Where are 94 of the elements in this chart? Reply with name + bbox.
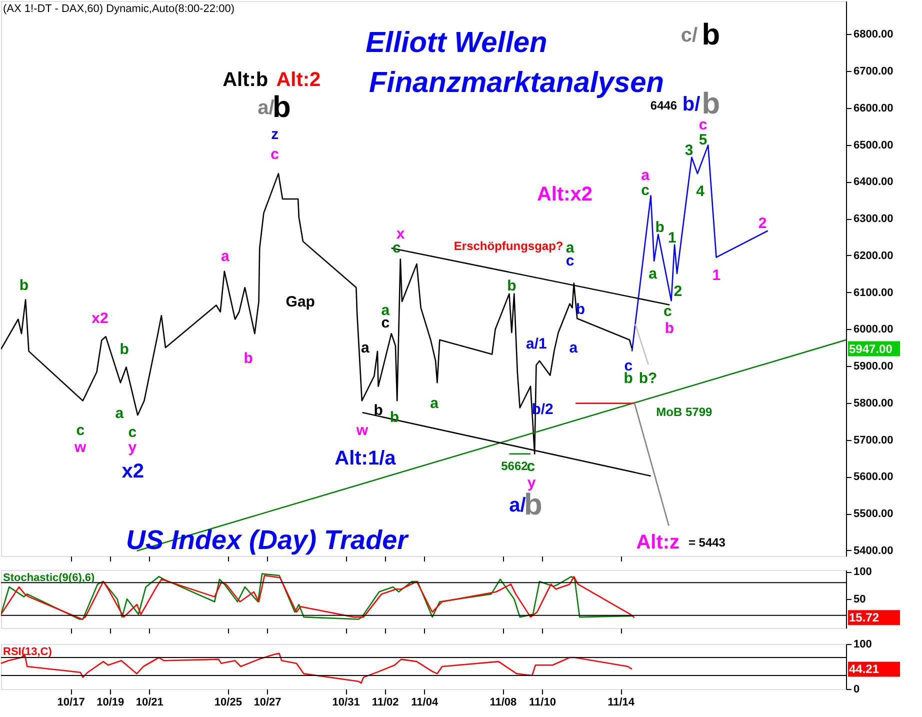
annotation: 5 [698, 131, 708, 148]
annotation: b [507, 277, 516, 294]
annotation: Alt:2 [276, 68, 321, 91]
y-tick-label: 6200.00 [854, 250, 894, 262]
annotation: a [115, 404, 124, 422]
x-tick-label: 10/25 [214, 696, 242, 708]
y-tick-label: 6300.00 [854, 213, 894, 226]
annotation: a [641, 166, 650, 184]
y-tick-label: 5400.00 [854, 544, 894, 557]
annotation: c [526, 458, 536, 476]
annotation: y [527, 474, 536, 492]
annotation: (AX 1!-DT - DAX,60) Dynamic,Auto(8:00-22:00) [3, 3, 234, 15]
y-tick-label: 5600.00 [854, 471, 894, 484]
y-tick-label: 6800.00 [854, 28, 894, 41]
y-tick-label: 6600.00 [854, 102, 894, 114]
annotation: a [569, 339, 578, 356]
annotation: 6446 [650, 98, 678, 113]
y-tick-label: 6500.00 [854, 139, 894, 152]
annotation: b [244, 350, 253, 367]
y-tick-label: 5900.00 [854, 360, 894, 373]
annotation: a/ [258, 97, 275, 120]
y-tick-label: 100 [854, 566, 872, 578]
annotation: Erschöpfungsgap? [454, 239, 564, 254]
annotation: a [430, 394, 440, 412]
annotation: b/ [682, 93, 701, 116]
y-tick-label: 6700.00 [854, 66, 894, 78]
annotation: a [361, 339, 370, 356]
text: 15.72 [849, 610, 880, 625]
annotation: 1 [668, 230, 676, 247]
y-tick-label: 6400.00 [854, 176, 894, 188]
x-tick-label: 10/19 [96, 696, 124, 708]
y-tick-label: 50 [854, 594, 866, 606]
annotation: b [272, 91, 291, 124]
annotation: c [270, 146, 280, 163]
x-tick-label: 11/04 [411, 696, 439, 708]
annotation: Alt:1/a [334, 447, 397, 470]
annotation: a [648, 265, 658, 282]
text: Finanzmarktanalysen [369, 67, 664, 99]
x-tick-label: 11/14 [608, 696, 636, 708]
annotation: b [19, 276, 29, 294]
annotation: c [641, 182, 650, 200]
x-tick-label: 11/08 [490, 696, 517, 708]
chart-title: Stochastic(9(6),6) [3, 572, 96, 584]
x-tick-label: 10/17 [57, 696, 85, 708]
annotation: c [76, 422, 85, 439]
annotation: b [664, 320, 674, 338]
annotation: Gap [286, 294, 315, 311]
annotation: 2 [674, 282, 682, 300]
annotation: US Index (Day) Trader [126, 525, 410, 555]
annotation: w [355, 422, 368, 439]
x-tick-label: 10/27 [254, 696, 282, 708]
annotation: a/ [509, 494, 526, 517]
annotation: x2 [122, 460, 144, 483]
y-tick-label: 5700.00 [854, 434, 894, 446]
annotation: 4 [696, 183, 706, 200]
annotation: = 5443 [688, 536, 726, 550]
annotation: c [128, 424, 137, 441]
x-tick-label: 11/10 [529, 696, 556, 708]
x-tick-label: 10/21 [136, 696, 164, 708]
annotation: w [74, 439, 87, 456]
annotation: a/1 [526, 335, 547, 352]
annotation: c [664, 302, 672, 320]
annotation: b [655, 219, 664, 236]
y-tick-label: 0 [854, 684, 860, 696]
text: Elliott Wellen [366, 27, 548, 59]
annotation: z [271, 126, 279, 143]
annotation: b [702, 18, 720, 52]
y-tick-label: 100 [854, 638, 872, 650]
annotation: b? [638, 370, 658, 387]
y-tick-label: 5500.00 [854, 508, 894, 520]
annotation: b [374, 402, 383, 419]
annotation: MoB 5799 [656, 404, 712, 419]
y-tick-label: 5800.00 [854, 397, 894, 410]
annotation: Alt:b [222, 68, 268, 91]
y-tick-label: 6100.00 [854, 286, 894, 299]
text: 44.21 [849, 662, 880, 676]
chart-title: RSI(13,C) [3, 646, 52, 658]
annotation: 3 [684, 142, 694, 160]
x-tick-label: 10/31 [332, 696, 360, 708]
annotation: a [220, 248, 230, 266]
y-tick-label: 6000.00 [854, 324, 894, 336]
annotation: Alt:z [636, 532, 680, 554]
text: 5947.00 [849, 342, 893, 356]
annotation: y [128, 439, 138, 456]
annotation: c/ [680, 24, 698, 47]
annotation: 1 [712, 267, 721, 284]
annotation: 2 [758, 215, 767, 232]
annotation: b [576, 301, 586, 318]
x-tick-label: 11/02 [372, 696, 399, 708]
annotation: x2 [92, 310, 108, 327]
annotation: Alt:x2 [536, 183, 593, 206]
annotation: x [396, 226, 406, 243]
annotation: 5662 [501, 459, 528, 474]
annotation: b [120, 341, 129, 358]
